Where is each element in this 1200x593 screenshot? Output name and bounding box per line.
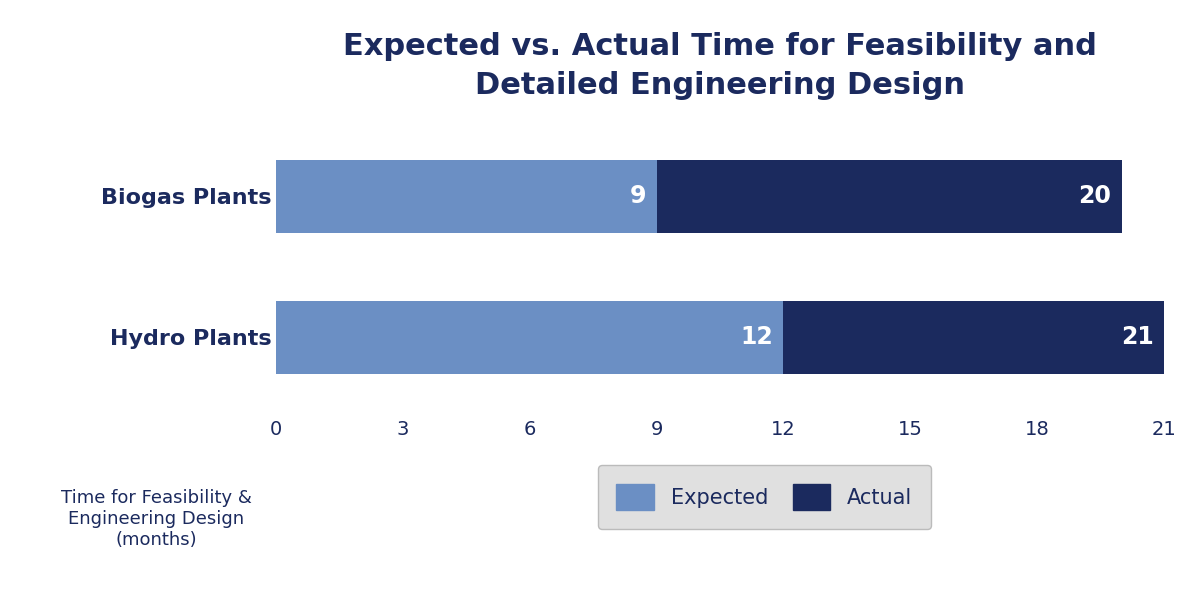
Legend: Expected, Actual: Expected, Actual [598, 465, 931, 529]
Bar [276, 160, 656, 233]
Bar [276, 301, 784, 374]
Text: 21: 21 [1121, 326, 1153, 349]
Text: 9: 9 [630, 184, 646, 208]
Bar [276, 301, 1164, 374]
Text: Time for Feasibility &
Engineering Design
(months): Time for Feasibility & Engineering Desig… [60, 489, 252, 549]
Text: 12: 12 [740, 326, 773, 349]
Title: Expected vs. Actual Time for Feasibility and
Detailed Engineering Design: Expected vs. Actual Time for Feasibility… [343, 33, 1097, 100]
Bar [276, 160, 1122, 233]
Text: 20: 20 [1079, 184, 1111, 208]
